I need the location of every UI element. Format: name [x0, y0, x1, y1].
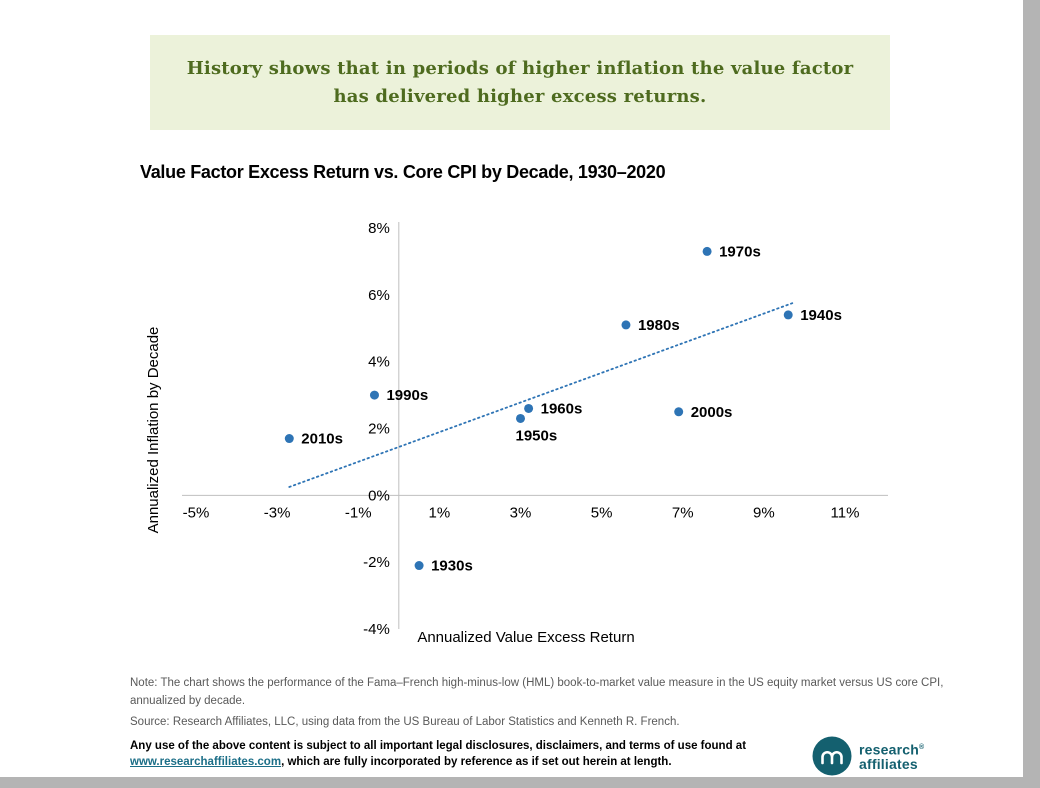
trend-line — [288, 302, 794, 488]
chart-title: Value Factor Excess Return vs. Core CPI … — [140, 162, 666, 182]
point-label-1990s: 1990s — [386, 387, 428, 404]
y-tick-label: 4% — [368, 354, 390, 371]
research-affiliates-logo: research® affiliates — [812, 736, 924, 776]
logo-line1: research® — [859, 741, 925, 758]
key-message-banner: History shows that in periods of higher … — [150, 35, 890, 130]
chart-notes: Note: The chart shows the performance of… — [130, 674, 943, 731]
point-label-1980s: 1980s — [638, 317, 680, 334]
desktop-edge-bottom — [0, 777, 1040, 788]
registered-mark: ® — [918, 743, 925, 751]
x-tick-label: -3% — [264, 504, 291, 521]
point-1940s — [783, 310, 793, 320]
x-tick-label: 3% — [510, 504, 532, 521]
research-affiliates-link[interactable]: www.researchaffiliates.com — [130, 756, 282, 768]
point-label-1950s: 1950s — [516, 427, 558, 444]
ra-monogram-icon — [812, 736, 852, 776]
point-1930s — [414, 561, 424, 571]
y-tick-label: 6% — [368, 287, 390, 304]
point-1950s — [516, 413, 525, 423]
banner-line1: History shows that in periods of higher … — [186, 58, 854, 79]
point-label-1930s: 1930s — [431, 558, 473, 575]
point-2000s — [674, 407, 684, 417]
x-tick-label: 7% — [672, 504, 694, 521]
y-tick-label: -2% — [363, 554, 390, 571]
x-axis-title: Annualized Value Excess Return — [417, 629, 635, 646]
note-line1: Note: The chart shows the performance of… — [130, 677, 944, 689]
y-tick-label: -4% — [363, 621, 390, 638]
ra-monogram-arches — [821, 751, 843, 765]
point-label-2010s: 2010s — [301, 431, 343, 448]
y-tick-label: 8% — [368, 220, 390, 237]
y-tick-label: 2% — [368, 421, 390, 438]
x-tick-label: -1% — [345, 504, 372, 521]
source-line: Source: Research Affiliates, LLC, using … — [130, 716, 680, 728]
x-tick-label: 5% — [591, 504, 613, 521]
desktop-edge-right — [1023, 0, 1040, 788]
note-line2: annualized by decade. — [130, 695, 246, 707]
logo-line2: affiliates — [859, 756, 918, 773]
point-label-1960s: 1960s — [541, 400, 583, 417]
legal-disclaimer: Any use of the above content is subject … — [130, 738, 746, 770]
legal-line2-suffix: , which are fully incorporated by refere… — [281, 756, 672, 768]
legal-line2: www.researchaffiliates.com, which are fu… — [130, 754, 746, 770]
point-2010s — [284, 434, 294, 444]
banner-line2: has delivered higher excess returns. — [333, 86, 707, 107]
logo-wordmark: research® affiliates — [859, 740, 924, 773]
x-tick-label: 11% — [831, 504, 860, 521]
x-tick-label: -5% — [183, 504, 210, 521]
legal-line1: Any use of the above content is subject … — [130, 740, 747, 752]
x-tick-label: 9% — [753, 504, 775, 521]
point-label-2000s: 2000s — [691, 404, 733, 421]
x-tick-label: 1% — [429, 504, 451, 521]
point-label-1970s: 1970s — [719, 243, 761, 260]
point-1960s — [524, 403, 534, 413]
y-tick-label: 0% — [368, 487, 390, 504]
point-1980s — [621, 320, 631, 330]
scatter-chart: 8% 6% 4% 2% 0% -2% -4% -5% -3% -1% 1% 3% 5% 7% 9% 11% 19… — [182, 220, 888, 638]
point-1970s — [702, 246, 712, 256]
point-label-1940s: 1940s — [800, 307, 842, 324]
point-1990s — [369, 390, 379, 400]
